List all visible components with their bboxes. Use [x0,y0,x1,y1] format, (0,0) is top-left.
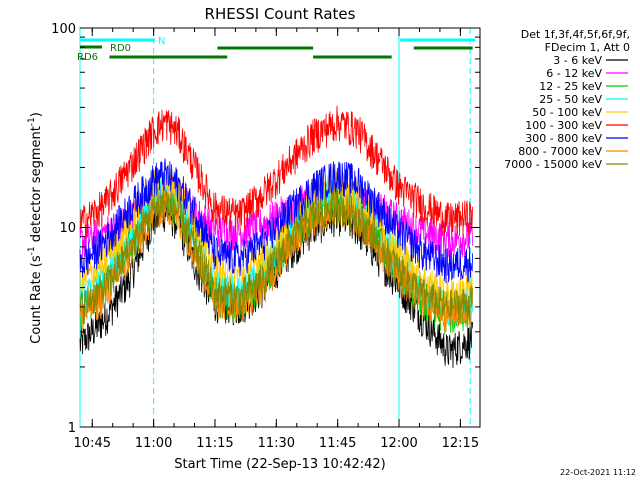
x-tick-label-3: 11:30 [258,436,295,451]
legend-label-3: 25 - 50 keV [539,93,602,106]
legend-label-8: 7000 - 15000 keV [504,158,602,171]
x-tick-labels: 10:45 11:00 11:15 11:30 11:45 12:00 12:15 [74,436,480,451]
x-tick-label-4: 11:45 [319,436,356,451]
series-line-5 [79,105,473,239]
x-axis-label: Start Time (22-Sep-13 10:42:42) [174,457,385,472]
footer-timestamp: 22-Oct-2021 11:12 [560,468,636,477]
legend-header-line2: FDecim 1, Att 0 [545,41,630,54]
x-tick-label-6: 12:15 [442,436,479,451]
legend: Det 1f,3f,4f,5f,6f,9f, FDecim 1, Att 0 3… [504,28,630,171]
legend-label-4: 50 - 100 keV [532,106,602,119]
series-line-8 [79,190,473,326]
segment-label-rd6: RD6 [77,52,98,63]
chart-title: RHESSI Count Rates [205,5,356,23]
series-line-6 [79,158,473,284]
legend-label-6: 300 - 800 keV [525,132,602,145]
x-tick-label-1: 11:00 [135,436,172,451]
y-tick-label-1: 1 [68,421,76,436]
x-tick-label-2: 11:15 [196,436,233,451]
state-segments [80,38,476,59]
x-tick-label-5: 12:00 [380,436,417,451]
legend-label-7: 800 - 7000 keV [518,145,602,158]
legend-label-5: 100 - 300 keV [525,119,602,132]
y-tick-label-100: 100 [51,22,76,37]
y-axis-label: Count Rate (s-1 detector segment-1) [27,112,44,344]
legend-label-1: 6 - 12 keV [546,67,602,80]
segment-label-rd0: RD0 [110,43,131,54]
series-layer [79,105,473,369]
legend-label-2: 12 - 25 keV [539,80,602,93]
legend-header-line1: Det 1f,3f,4f,5f,6f,9f, [521,28,630,41]
x-tick-label-0: 10:45 [74,436,111,451]
segment-label-n: N [158,36,165,47]
legend-label-0: 3 - 6 keV [553,54,602,67]
axis-ticks [80,27,480,428]
y-tick-label-10: 10 [59,221,76,236]
